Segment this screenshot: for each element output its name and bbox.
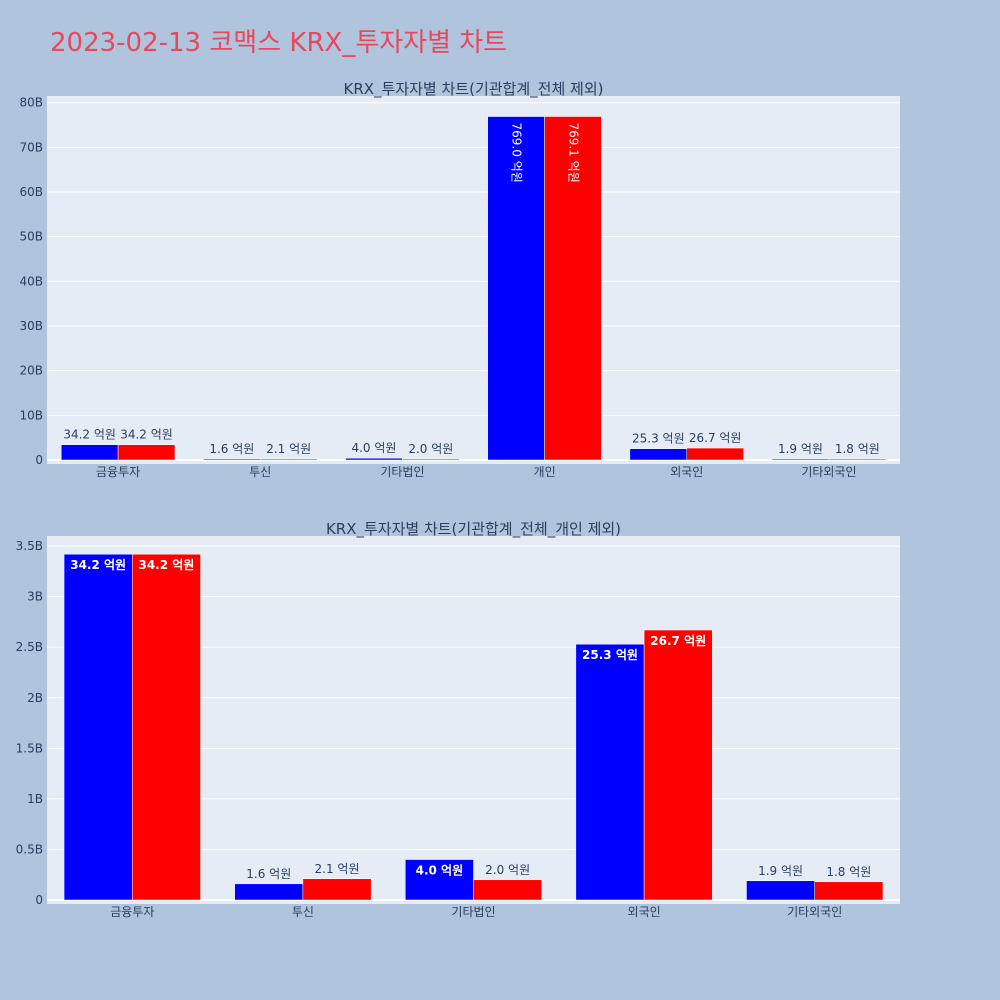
bar (345, 457, 403, 461)
data-label: 34.2 억원 (63, 428, 116, 442)
y-tick-label: 0 (35, 453, 43, 467)
data-label: 1.8 억원 (835, 442, 880, 456)
bar (629, 448, 688, 461)
data-label: 4.0 억원 (416, 864, 464, 878)
bar (643, 629, 713, 901)
bar (402, 458, 460, 461)
bar (132, 553, 201, 901)
plot-area (47, 96, 900, 464)
data-label: 1.6 억원 (246, 867, 291, 881)
data-label: 34.2 억원 (70, 558, 126, 572)
bar (260, 458, 318, 461)
y-tick-label: 2.5B (16, 640, 43, 654)
data-label: 1.9 억원 (758, 864, 803, 878)
y-tick-label: 0 (35, 893, 43, 907)
x-tick-label: 외국인 (628, 905, 661, 919)
x-tick-label: 기타외국인 (787, 905, 842, 919)
chart-bottom: KRX_투자자별 차트(기관합계_전체_개인 제외) 0 0.5B 1B 1.5B 2B 2… (16, 520, 900, 919)
y-tick-label: 70B (19, 140, 43, 154)
chart-top: KRX_투자자별 차트(기관합계_전체 제외) 0 10B 20B 30B 40B 50B 6… (19, 80, 900, 479)
data-label: 769.1 억원 (567, 123, 581, 183)
y-tick-label: 60B (19, 185, 43, 199)
bar (60, 444, 119, 461)
data-label: 1.6 억원 (209, 442, 254, 456)
y-tick-label: 3.5B (16, 539, 43, 553)
bar (686, 447, 744, 461)
bar (405, 859, 474, 901)
y-tick-label: 20B (19, 364, 43, 378)
y-tick-label: 1B (27, 792, 43, 806)
y-tick-label: 40B (19, 274, 43, 288)
bar (544, 116, 602, 461)
data-label: 4.0 억원 (351, 441, 396, 455)
x-tick-label: 기타법인 (380, 465, 424, 479)
bar (487, 116, 545, 461)
bar (575, 643, 645, 901)
data-label: 1.8 억원 (826, 865, 871, 879)
y-tick-label: 50B (19, 230, 43, 244)
data-label: 26.7 억원 (650, 634, 706, 648)
data-label: 34.2 억원 (138, 558, 194, 572)
page-title: 2023-02-13 코맥스 KRX_투자자별 차트 (50, 28, 508, 58)
bar (234, 883, 304, 901)
data-label: 769.0 억원 (510, 123, 524, 183)
data-label: 2.1 억원 (315, 862, 360, 876)
chart-subtitle: KRX_투자자별 차트(기관합계_전체 제외) (344, 80, 604, 99)
bar (302, 878, 372, 901)
data-label: 34.2 억원 (120, 428, 173, 442)
x-tick-label: 투신 (249, 465, 271, 479)
x-tick-label: 개인 (534, 465, 556, 479)
data-label: 26.7 억원 (689, 431, 742, 445)
bar (203, 458, 261, 461)
x-tick-label: 기타외국인 (801, 465, 856, 479)
y-tick-label: 80B (19, 96, 43, 110)
y-tick-label: 0.5B (16, 842, 43, 856)
bar (117, 444, 176, 461)
y-tick-label: 2B (27, 691, 43, 705)
bar (746, 880, 815, 901)
x-tick-label: 금융투자 (110, 905, 154, 919)
bar (814, 881, 884, 901)
x-tick-label: 외국인 (670, 465, 703, 479)
bar (473, 879, 542, 901)
y-tick-label: 30B (19, 319, 43, 333)
data-label: 2.1 억원 (266, 442, 311, 456)
chart-subtitle: KRX_투자자별 차트(기관합계_전체_개인 제외) (326, 520, 621, 539)
y-tick-label: 3B (27, 590, 43, 604)
x-tick-label: 투신 (292, 905, 314, 919)
bar (63, 553, 133, 901)
data-label: 25.3 억원 (632, 432, 685, 446)
data-label: 2.0 억원 (408, 442, 453, 456)
y-tick-label: 1.5B (16, 741, 43, 755)
bar (771, 458, 830, 461)
y-tick-label: 10B (19, 408, 43, 422)
x-tick-label: 금융투자 (96, 465, 140, 479)
data-label: 25.3 억원 (582, 648, 638, 662)
x-tick-label: 기타법인 (451, 905, 495, 919)
bar (828, 458, 887, 461)
data-label: 1.9 억원 (778, 442, 823, 456)
data-label: 2.0 억원 (485, 863, 530, 877)
